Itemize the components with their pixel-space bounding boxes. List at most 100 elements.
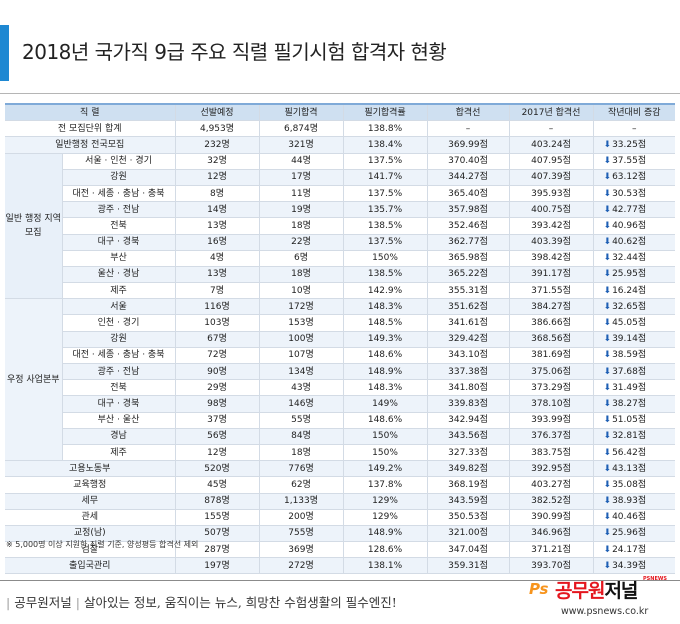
value-cell-sel: 520명 [175, 460, 260, 478]
footer-brand: 공무원저널 [14, 595, 72, 610]
row-name-cell: 광주 · 전남 [62, 201, 176, 219]
change-value: 51.05점 [612, 415, 647, 426]
value-cell-pass: 43명 [259, 379, 344, 397]
value-cell-cut: 369.99점 [427, 136, 510, 154]
value-cell-cut: 329.42점 [427, 331, 510, 348]
title-accent-bar [0, 25, 9, 81]
row-name-cell: 부산 · 울산 [62, 412, 176, 429]
down-arrow-icon: ⬇ [603, 269, 612, 280]
value-cell-cut: 347.04점 [427, 541, 510, 559]
header-cell: 직 렬 [5, 103, 176, 122]
table-row: 인천 · 경기 103명 153명 148.5% 341.61점 386.66점 ⬇45.0… [5, 314, 676, 332]
value-cell-rate: 129% [343, 493, 428, 510]
change-cell: ⬇43.13점 [593, 460, 676, 478]
change-value: 38.59점 [612, 350, 647, 361]
change-value: 40.46점 [612, 512, 647, 523]
row-name-cell: 강원 [62, 169, 176, 186]
change-value: 40.96점 [612, 220, 647, 231]
value-cell-cut17: 376.37점 [509, 428, 594, 445]
value-cell-cut: 362.77점 [427, 234, 510, 251]
change-cell: ⬇38.93점 [593, 493, 676, 510]
value-cell-rate: 138.4% [343, 136, 428, 154]
value-cell-rate: 149% [343, 395, 428, 413]
header-cell: 필기합격률 [343, 103, 428, 122]
table-row: 세무 878명 1,133명 129% 343.59점 382.52점 ⬇38.93점 [5, 493, 676, 510]
table-row: 제주 7명 10명 142.9% 355.31점 371.55점 ⬇16.24점 [5, 282, 676, 300]
value-cell-cut17: 368.56점 [509, 331, 594, 348]
value-cell-sel: 8명 [175, 185, 260, 203]
down-arrow-icon: ⬇ [603, 204, 612, 215]
value-cell-pass: 1,133명 [259, 493, 344, 510]
row-name-cell: 전 모집단위 합계 [5, 120, 176, 138]
value-cell-pass: 107명 [259, 347, 344, 365]
row-name-cell: 관세 [5, 509, 176, 526]
value-cell-rate: 138.1% [343, 557, 428, 575]
down-arrow-icon: ⬇ [603, 301, 612, 312]
value-cell-rate: 137.5% [343, 234, 428, 251]
value-cell-cut: 341.80점 [427, 379, 510, 397]
value-cell-rate: 138.5% [343, 266, 428, 284]
down-arrow-icon: ⬇ [603, 188, 612, 199]
down-arrow-icon: ⬇ [603, 334, 612, 345]
change-value: 40.62점 [612, 237, 647, 248]
value-cell-cut17: 384.27점 [509, 298, 594, 316]
value-cell-pass: 18명 [259, 266, 344, 284]
value-cell-cut: 344.27점 [427, 169, 510, 186]
value-cell-sel: 98명 [175, 395, 260, 413]
down-arrow-icon: ⬇ [603, 398, 612, 409]
change-value: 45.05점 [612, 318, 647, 329]
table-row: 울산 · 경남 13명 18명 138.5% 365.22점 391.17점 ⬇25.95점 [5, 266, 676, 284]
change-cell: ⬇56.42점 [593, 444, 676, 462]
value-cell-sel: 37명 [175, 412, 260, 429]
value-cell-rate: 150% [343, 250, 428, 267]
value-cell-cut: 342.94점 [427, 412, 510, 429]
value-cell-cut: 350.53점 [427, 509, 510, 526]
title-divider [0, 93, 680, 94]
value-cell-pass: 146명 [259, 395, 344, 413]
down-arrow-icon: ⬇ [603, 382, 612, 393]
table-row: 부산 4명 6명 150% 365.98점 398.42점 ⬇32.44점 [5, 250, 676, 267]
change-cell: ⬇40.96점 [593, 217, 676, 235]
value-cell-rate: 142.9% [343, 282, 428, 300]
value-cell-cut: 368.19점 [427, 476, 510, 494]
header-cell: 작년대비 증감 [593, 103, 676, 122]
change-value: 56.42점 [612, 447, 647, 458]
change-value: 31.49점 [612, 382, 647, 393]
value-cell-pass: 55명 [259, 412, 344, 429]
change-cell: ⬇51.05점 [593, 412, 676, 429]
change-cell: ⬇37.68점 [593, 363, 676, 381]
value-cell-pass: 172명 [259, 298, 344, 316]
value-cell-cut: 370.40점 [427, 153, 510, 170]
value-cell-sel: 72명 [175, 347, 260, 365]
footer-divider [0, 580, 680, 581]
logo-wordmark-end: 저널 [604, 580, 638, 602]
value-cell-sel: 155명 [175, 509, 260, 526]
value-cell-cut17: 393.42점 [509, 217, 594, 235]
table-row: 제주 12명 18명 150% 327.33점 383.75점 ⬇56.42점 [5, 444, 676, 462]
value-cell-sel: 90명 [175, 363, 260, 381]
page-title: 2018년 국가직 9급 주요 직렬 필기시험 합격자 현황 [22, 40, 447, 64]
row-name-cell: 대구 · 경북 [62, 234, 176, 251]
value-cell-cut: 337.38점 [427, 363, 510, 381]
value-cell-rate: 129% [343, 509, 428, 526]
value-cell-rate: 137.8% [343, 476, 428, 494]
row-name-cell: 제주 [62, 282, 176, 300]
down-arrow-icon: ⬇ [603, 447, 612, 458]
table-row: 전북 13명 18명 138.5% 352.46점 393.42점 ⬇40.96점 [5, 217, 676, 235]
change-value: 32.44점 [612, 253, 647, 264]
value-cell-rate: 137.5% [343, 185, 428, 203]
down-arrow-icon: ⬇ [603, 318, 612, 329]
value-cell-cut17: 395.93점 [509, 185, 594, 203]
logo-ps-mark: Ps [529, 580, 549, 598]
table-row: 우정 사업본부 서울 116명 172명 148.3% 351.62점 384.27점 ⬇32… [5, 298, 676, 462]
value-cell-pass: 44명 [259, 153, 344, 170]
logo-wordmark: 공무원저널 [555, 576, 638, 603]
value-cell-cut17: – [509, 120, 594, 138]
value-cell-sel: 29명 [175, 379, 260, 397]
psnews-logo: Ps 공무원저널 PSNEWS [529, 576, 679, 606]
table-row: 대전 · 세종 · 충남 · 충북 8명 11명 137.5% 365.40점 395.9… [5, 185, 676, 203]
change-value: 25.95점 [612, 269, 647, 280]
change-value: 24.17점 [612, 544, 647, 555]
value-cell-cut: 351.62점 [427, 298, 510, 316]
change-cell: ⬇30.53점 [593, 185, 676, 203]
